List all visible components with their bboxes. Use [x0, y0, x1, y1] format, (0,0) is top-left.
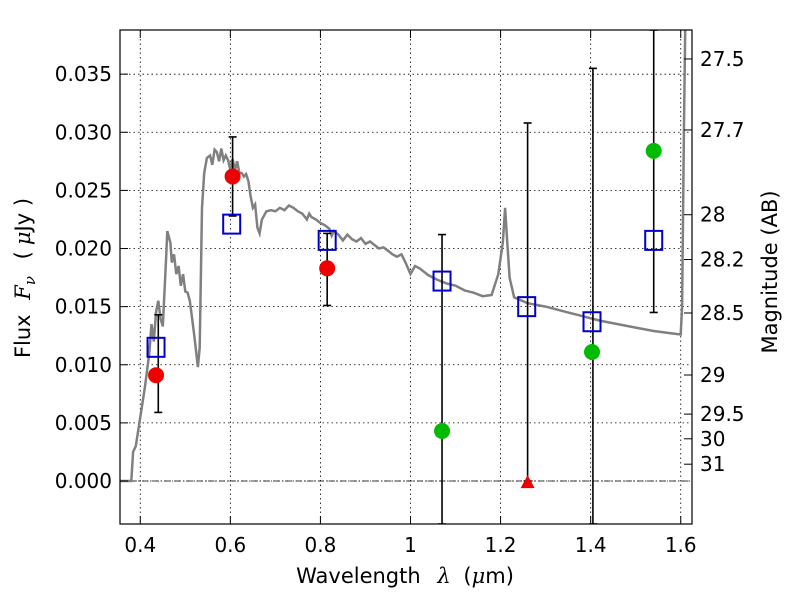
x-axis-label-symbol: λ	[436, 564, 450, 588]
error-bars	[154, 30, 658, 524]
data-markers	[146, 142, 664, 489]
y-tick-label: 0.035	[55, 62, 112, 86]
x-axis-label-unit-mu: μ	[472, 564, 486, 588]
y-axis-label-unit-rest: Jy )	[11, 198, 35, 234]
model-band-square-marker	[146, 336, 166, 358]
magnitude-tick-label: 29.5	[700, 402, 745, 426]
magnitude-tick-label: 31	[700, 452, 725, 476]
x-tick-label: 1.4	[575, 533, 607, 557]
magnitude-axis-label: Magnitude (AB)	[758, 190, 782, 353]
upper-limit-triangle-marker	[520, 475, 535, 489]
plot-area	[120, 30, 687, 483]
model-band-square-marker	[222, 213, 242, 235]
y-axis-label-symbol-sub: ν	[21, 276, 39, 285]
x-axis-label-unit-rest: m)	[485, 564, 514, 588]
x-tick-label: 0.8	[305, 533, 337, 557]
y-tick-label: 0.000	[55, 469, 112, 493]
grid-lines	[120, 30, 692, 524]
x-tick-label: 0.4	[124, 533, 156, 557]
y-tick-label: 0.010	[55, 353, 112, 377]
magnitude-tick-label: 28	[700, 203, 725, 227]
detection-circle-marker	[584, 343, 601, 360]
magnitude-tick-label: 27.7	[700, 118, 745, 142]
magnitude-tick-label: 29	[700, 363, 725, 387]
model-band-square-marker	[582, 311, 602, 333]
y-axis-label-unit-mu: μ	[11, 231, 35, 245]
y-tick-label: 0.015	[55, 295, 112, 319]
x-tick-label: 1.6	[665, 533, 697, 557]
x-tick-label: 1	[404, 533, 417, 557]
detection-circle-marker	[434, 423, 451, 440]
nondetection-circle-marker	[319, 260, 336, 277]
x-tick-label: 1.2	[485, 533, 517, 557]
detection-circle-marker	[645, 142, 662, 159]
magnitude-tick-label: 27.5	[700, 47, 745, 71]
nondetection-circle-marker	[224, 168, 241, 185]
y-tick-label: 0.005	[55, 411, 112, 435]
model-band-square-marker	[317, 229, 337, 251]
axis-ticks: 0.4 0.6 0.8 1 1.2 1.4 1.6 0.000 0.005 0.010 0.015 0…	[55, 30, 745, 557]
y-axis-label-unit-open: (	[11, 251, 35, 259]
y-axis-label: Flux Fν ( μJy )	[11, 198, 40, 358]
model-spectrum-line	[120, 30, 687, 483]
magnitude-tick-label: 30	[700, 427, 725, 451]
model-band-square-marker	[517, 296, 537, 318]
x-tick-label: 0.6	[214, 533, 246, 557]
x-axis-label: Wavelength λ (μm)	[296, 564, 514, 588]
y-axis-label-symbol: F	[11, 284, 35, 301]
magnitude-tick-label: 28.2	[700, 248, 745, 272]
x-axis-label-unit-open: (	[463, 564, 471, 588]
model-band-square-marker	[644, 229, 664, 251]
plot-frame	[119, 29, 693, 525]
y-tick-label: 0.020	[55, 237, 112, 261]
y-axis-label-text: Flux	[11, 314, 35, 358]
model-band-square-marker	[432, 270, 452, 292]
y-tick-label: 0.030	[55, 120, 112, 144]
nondetection-circle-marker	[148, 367, 165, 384]
y-tick-label: 0.025	[55, 178, 112, 202]
x-axis-label-text: Wavelength	[296, 564, 421, 588]
magnitude-tick-label: 28.5	[700, 301, 745, 325]
